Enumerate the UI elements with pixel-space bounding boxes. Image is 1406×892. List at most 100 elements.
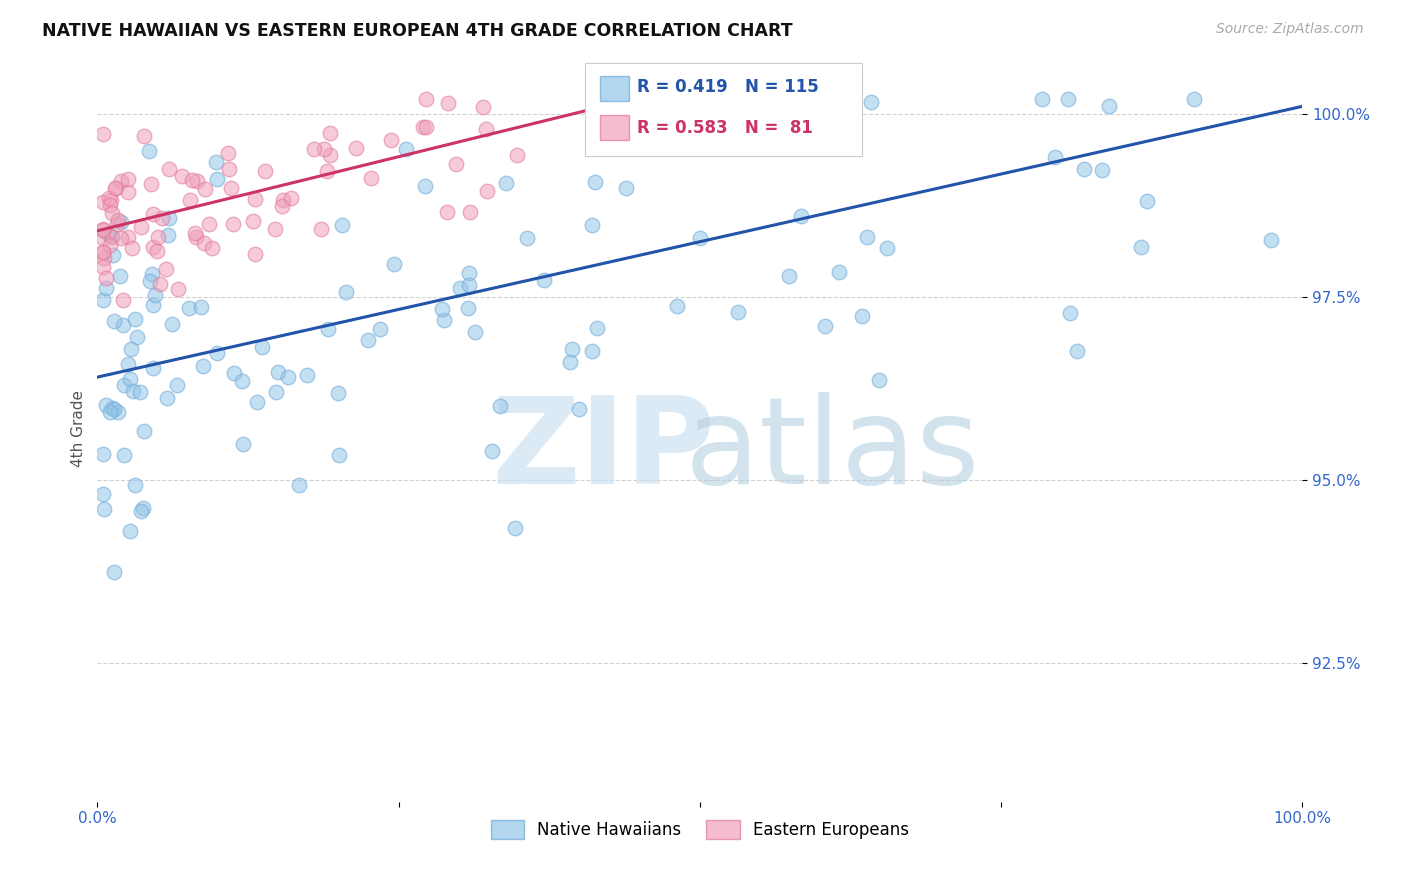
Point [120, 371, 142, 385]
Point [100, 198, 122, 212]
Point [101, 205, 124, 219]
Point [330, 218, 353, 232]
Point [149, 277, 172, 291]
Point [100, 401, 122, 416]
Point [112, 448, 135, 462]
Point [93, 128, 115, 142]
Point [132, 425, 155, 439]
Point [104, 180, 127, 194]
Point [124, 478, 146, 492]
Point [495, 176, 517, 190]
Point [855, 229, 877, 244]
Point [280, 191, 302, 205]
Point [506, 147, 529, 161]
Point [193, 359, 215, 374]
Point [122, 384, 145, 398]
Point [368, 321, 391, 335]
Point [105, 181, 128, 195]
Point [181, 172, 204, 186]
Point [131, 500, 153, 515]
Point [117, 357, 139, 371]
Point [436, 204, 458, 219]
FancyBboxPatch shape [585, 62, 862, 156]
Point [1182, 92, 1205, 106]
Point [851, 310, 873, 324]
Point [93, 231, 115, 245]
Point [335, 285, 357, 300]
Text: atlas: atlas [685, 392, 980, 509]
Point [828, 264, 851, 278]
Point [110, 174, 132, 188]
Point [254, 164, 277, 178]
Point [221, 181, 243, 195]
Point [558, 354, 581, 368]
Point [121, 242, 143, 256]
Point [533, 273, 555, 287]
Point [449, 281, 471, 295]
Point [112, 318, 135, 333]
Point [357, 333, 380, 347]
Point [155, 392, 177, 406]
Point [415, 120, 437, 134]
Point [380, 133, 402, 147]
Point [177, 301, 200, 315]
Point [129, 504, 152, 518]
Point [277, 370, 299, 384]
Point [98, 405, 121, 419]
Point [302, 142, 325, 156]
Point [481, 444, 503, 458]
Point [118, 524, 141, 538]
Point [172, 169, 194, 184]
Point [184, 226, 207, 240]
Point [246, 395, 269, 409]
Point [309, 222, 332, 236]
Point [194, 182, 217, 196]
Point [395, 142, 418, 156]
Point [489, 399, 512, 413]
Point [457, 301, 479, 316]
Point [125, 330, 148, 344]
Point [1066, 343, 1088, 358]
Point [101, 248, 124, 262]
Point [142, 298, 165, 312]
Y-axis label: 4th Grade: 4th Grade [72, 390, 86, 467]
Point [93, 223, 115, 237]
Point [316, 322, 339, 336]
Point [142, 207, 165, 221]
Point [1073, 161, 1095, 176]
Point [94, 398, 117, 412]
Point [117, 185, 139, 199]
Point [157, 162, 180, 177]
Point [100, 194, 122, 208]
Point [96, 270, 118, 285]
Text: R = 0.583   N =  81: R = 0.583 N = 81 [637, 119, 813, 136]
Point [1059, 306, 1081, 320]
Point [222, 366, 245, 380]
FancyBboxPatch shape [600, 115, 628, 140]
FancyBboxPatch shape [600, 76, 628, 102]
Point [242, 213, 264, 227]
Point [141, 267, 163, 281]
Point [93, 502, 115, 516]
Text: NATIVE HAWAIIAN VS EASTERN EUROPEAN 4TH GRADE CORRELATION CHART: NATIVE HAWAIIAN VS EASTERN EUROPEAN 4TH … [42, 22, 793, 40]
Point [222, 217, 245, 231]
Point [93, 251, 115, 265]
Point [778, 268, 800, 283]
Point [344, 141, 367, 155]
Point [218, 162, 240, 177]
Point [1057, 92, 1080, 106]
Point [458, 204, 481, 219]
Point [876, 241, 898, 255]
Point [108, 268, 131, 283]
Point [190, 301, 212, 315]
Point [120, 343, 142, 357]
Point [444, 157, 467, 171]
Point [568, 402, 591, 417]
Point [124, 312, 146, 326]
Point [868, 373, 890, 387]
Point [312, 142, 335, 156]
Point [412, 120, 434, 134]
Point [205, 172, 228, 186]
Point [319, 126, 342, 140]
Point [193, 235, 215, 250]
